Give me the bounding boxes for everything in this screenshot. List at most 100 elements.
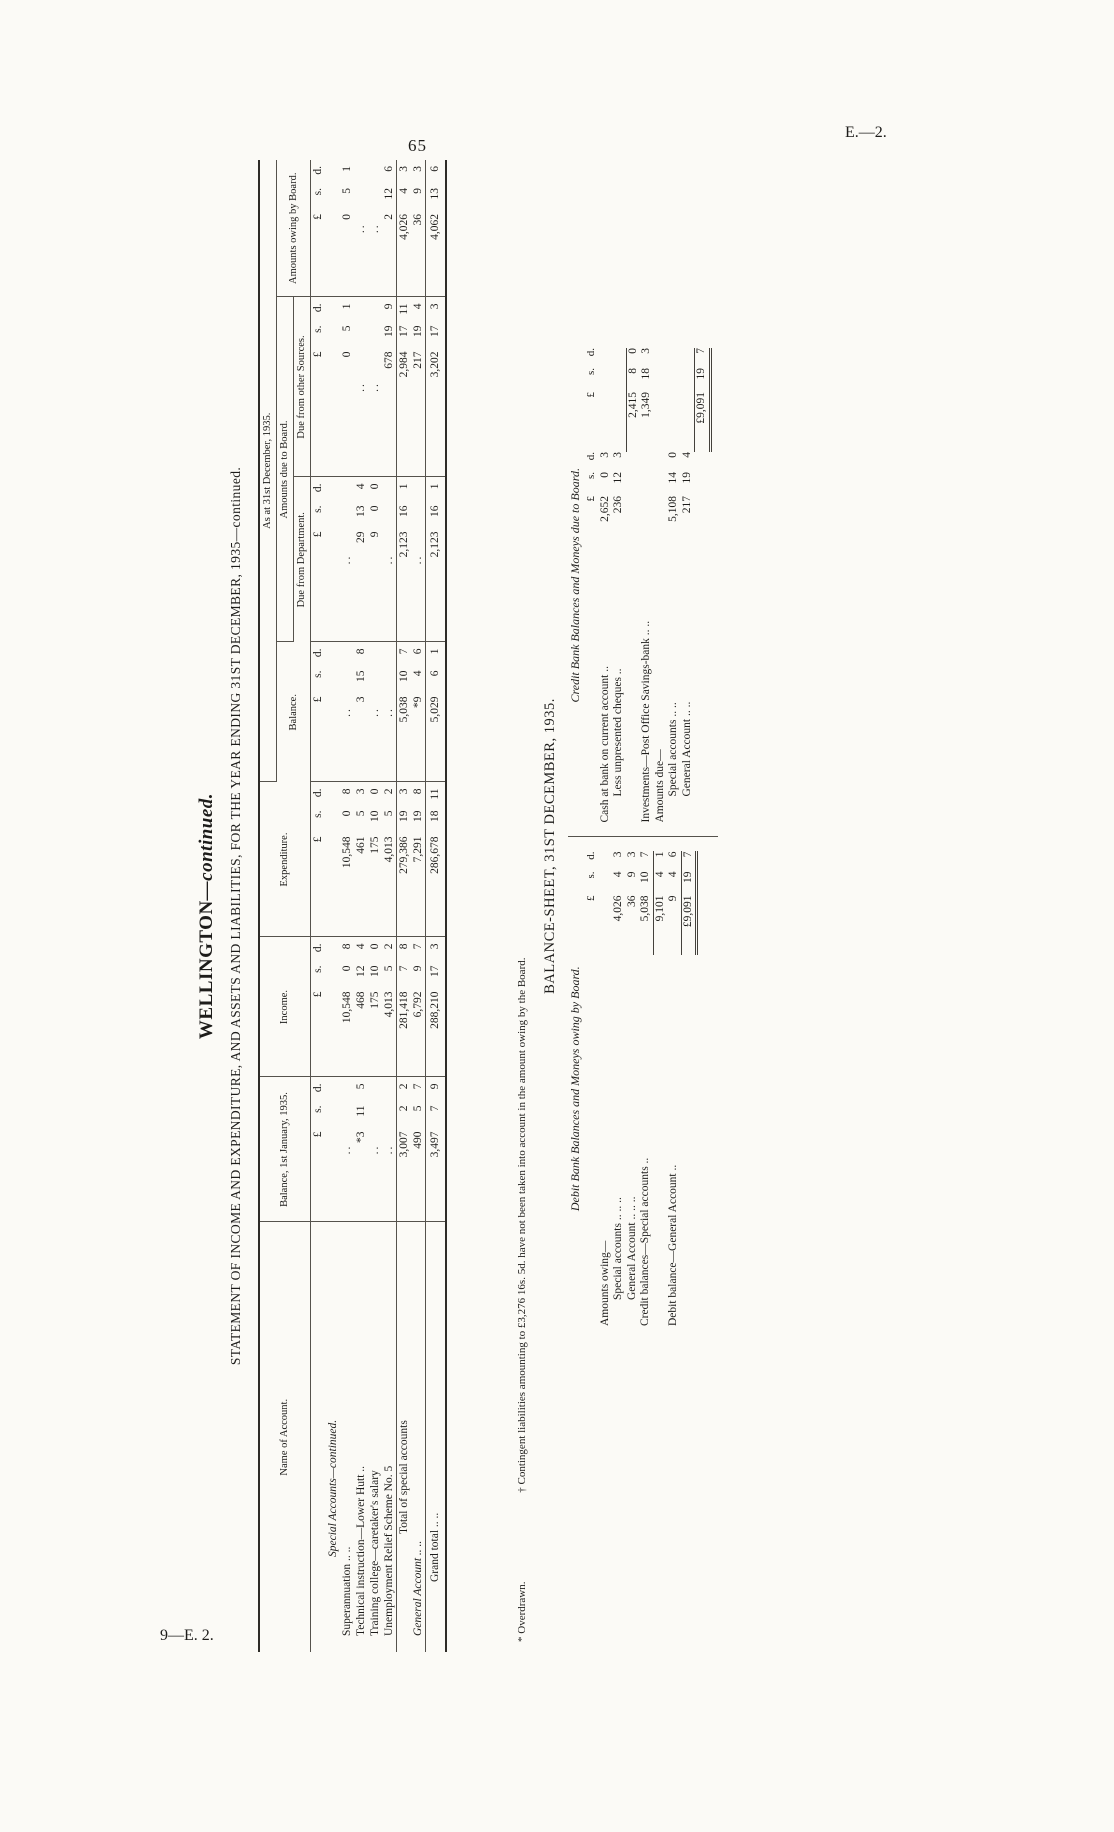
debit-heading: Debit Bank Balances and Moneys owing by … [568, 966, 582, 1212]
account-name: Grand total .. .. [425, 1222, 447, 1652]
table-cell: 29134 [354, 477, 369, 642]
item-label: Less unpresented cheques .. [612, 668, 624, 797]
region-continued: —continued. [196, 792, 217, 901]
statement-title: STATEMENT OF INCOME AND EXPENDITURE, AND… [228, 466, 243, 1366]
balance-sheet-title: BALANCE-SHEET, 31ST DECEMBER, 1935. [542, 698, 558, 994]
table-cell: 4,062136 [425, 159, 447, 297]
table-cell: *3115 [354, 1077, 369, 1222]
footnote-overdrawn: * Overdrawn. [516, 1581, 528, 1642]
amount [599, 852, 613, 956]
table-cell: 217194 [411, 297, 426, 477]
outer-amount [599, 348, 613, 452]
balance-sheet-total-row: £9,091197 [680, 851, 698, 1327]
table-cell: 46153 [354, 782, 369, 937]
table-cell: 2,123161 [425, 477, 447, 642]
outer-amount: £9,091197 [694, 348, 712, 452]
item-label: Cash at bank on current account .. [598, 666, 611, 823]
account-name: General Account .. .. [411, 1540, 424, 1636]
balance-sheet-row: Amounts owing— [598, 852, 613, 1326]
currency-header-cell: £s.d. [310, 477, 327, 642]
section-label: Special Accounts—continued. [326, 1419, 339, 1557]
amount: 5,038107 [639, 851, 651, 922]
table-cell: 5,02961 [425, 642, 447, 782]
item-label [653, 956, 668, 1327]
table-cell [326, 297, 341, 477]
table-cell: 2,9841711 [396, 297, 412, 477]
table-cell: .. [368, 297, 383, 477]
table-cell [311, 1222, 327, 1652]
item-label: Special accounts .. .. [667, 702, 679, 797]
inner-amount: 2,65203 [598, 452, 611, 522]
table-cell: 468124 [354, 937, 369, 1077]
credit-currency-row: £s.d. £s.d. [585, 348, 599, 823]
table-cell [326, 642, 341, 782]
item-label [694, 556, 712, 823]
currency-header-cell: £s.d. [310, 159, 327, 297]
currency-header-cell: £s.d. [310, 782, 327, 937]
table-cell: 175100 [368, 782, 383, 937]
currency-header-cell: £s.d. [310, 297, 327, 477]
table-cell: 279,386193 [396, 782, 412, 937]
debit-currency-header: £s.d. [585, 851, 597, 902]
item-label: Amounts owing— [598, 1240, 611, 1326]
account-name: Superannuation .. .. [340, 1546, 353, 1636]
footnote-contingent: † Contingent liabilities amounting to £3… [516, 957, 528, 1493]
table-cell: 5,038107 [396, 642, 412, 782]
table-cell: .. [368, 642, 383, 782]
col-header-as-at: As at 31st December, 1935. [259, 159, 277, 782]
table-cell: 3,49779 [425, 1077, 447, 1222]
table-body: £s.d. £s.d. £s.d. £s.d. £s.d. £s.d. £s.d. Speci… [310, 159, 447, 1652]
inner-amount [640, 452, 654, 556]
col-header-income: Income. [259, 937, 311, 1077]
currency-header-cell: £s.d. [310, 937, 327, 1077]
table-cell [326, 477, 341, 642]
table-cell: 49057 [411, 1077, 426, 1222]
item-label: Investments—Post Office Savings-bank .. … [640, 620, 652, 823]
table-cell: 2,123161 [396, 477, 412, 642]
paper-reference: E.—2. [845, 124, 887, 141]
table-cell: 2126 [382, 159, 397, 297]
col-header-due-department: Due from Department. [293, 477, 311, 642]
currency-header-cell: £s.d. [310, 1077, 327, 1222]
table-cell: 10,54808 [340, 782, 355, 937]
balance-sheet-credit-column: Credit Bank Balances and Moneys due to B… [568, 342, 718, 838]
table-cell: .. [382, 642, 397, 782]
account-name: Technical instruction—Lower Hutt .. [354, 1465, 367, 1636]
table-row: £s.d. £s.d. £s.d. £s.d. £s.d. £s.d. £s.d. [310, 159, 327, 1652]
balance-sheet-debit-column: Debit Bank Balances and Moneys owing by … [568, 846, 718, 1333]
table-cell: 3693 [411, 159, 426, 297]
table-row: Total of special accounts 3,00722 281,4187… [396, 159, 412, 1652]
balance-sheet-row: Investments—Post Office Savings-bank .. … [640, 348, 654, 823]
col-header-expenditure: Expenditure. [259, 782, 311, 937]
table-cell: 3,00722 [396, 1077, 412, 1222]
table-cell: 175100 [368, 937, 383, 1077]
table-cell: .. [382, 1077, 397, 1222]
table-cell: 10,54808 [340, 937, 355, 1077]
table-cell [326, 1077, 341, 1222]
balance-sheet-row: Debit balance—General Account .. 946 [667, 852, 681, 1327]
amount: 9,10141 [652, 851, 667, 956]
item-label: General Account .. .. [680, 701, 693, 797]
table-cell [326, 782, 341, 937]
amount: 4,02643 [612, 851, 624, 922]
account-name: Total of special accounts [396, 1222, 412, 1652]
amount: 946 [667, 851, 679, 902]
inner-amount: 5,108140 [667, 452, 679, 522]
table-row: Unemployment Relief Scheme No. 5.. 4,0135… [382, 159, 397, 1652]
income-expenditure-table: Name of Account. Balance, 1st January, 1… [258, 159, 448, 1652]
balance-sheet-row: Less unpresented cheques .. 236123 [612, 348, 626, 823]
table-cell: 678199 [382, 297, 397, 477]
inner-amount [654, 452, 668, 556]
table-row: Special Accounts—continued. [326, 159, 341, 1652]
table-cell: *946 [411, 642, 426, 782]
table-cell [326, 937, 341, 1077]
col-header-balance: Balance. [276, 642, 311, 782]
table-cell: .. [354, 159, 369, 297]
amount: £9,091197 [680, 851, 698, 956]
debit-currency-row: £s.d. [585, 852, 599, 1327]
credit-heading: Credit Bank Balances and Moneys due to B… [568, 468, 582, 703]
table-cell: 288,210173 [425, 937, 447, 1077]
col-header-balance-jan: Balance, 1st January, 1935. [259, 1077, 311, 1222]
balance-sheet-row: General Account .. .. .. 3693 [626, 852, 640, 1327]
